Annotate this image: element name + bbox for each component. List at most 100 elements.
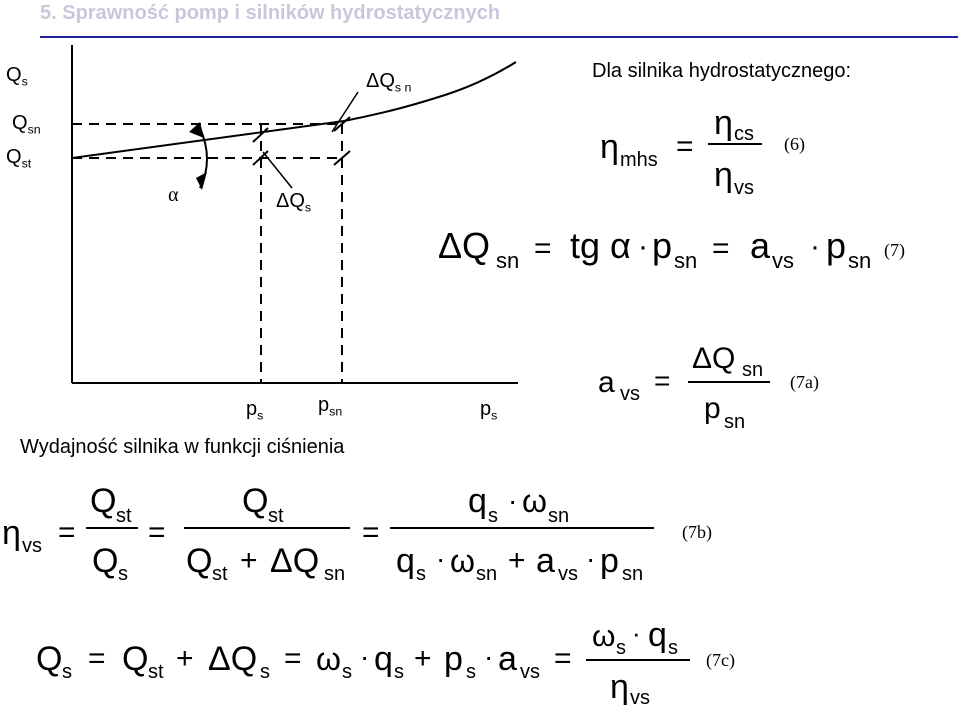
svg-text:=: = bbox=[362, 516, 380, 549]
svg-text:p: p bbox=[704, 392, 721, 425]
svg-text:+: + bbox=[240, 544, 258, 577]
svg-text:s: s bbox=[668, 637, 678, 659]
svg-text:Q: Q bbox=[90, 482, 116, 520]
svg-text:ω: ω bbox=[592, 620, 615, 653]
svg-text:a: a bbox=[536, 542, 555, 580]
svg-text:+: + bbox=[176, 642, 194, 675]
svg-text:s: s bbox=[118, 563, 128, 585]
svg-text:η: η bbox=[714, 156, 733, 194]
svg-text:α: α bbox=[610, 225, 631, 266]
title-underline bbox=[40, 36, 958, 38]
svg-text:+: + bbox=[414, 642, 432, 675]
svg-text:ω: ω bbox=[522, 483, 547, 519]
svg-text:η: η bbox=[610, 668, 629, 706]
delta-qs-leader bbox=[262, 151, 293, 189]
svg-text:·: · bbox=[360, 641, 369, 672]
svg-text:·: · bbox=[436, 543, 445, 574]
svg-text:q: q bbox=[374, 640, 393, 678]
svg-text:s: s bbox=[416, 563, 426, 585]
svg-text:s: s bbox=[488, 505, 498, 527]
svg-text:sn: sn bbox=[742, 359, 763, 381]
graph-caption: Wydajność silnika w funkcji ciśnienia bbox=[20, 436, 345, 458]
svg-text:st: st bbox=[116, 505, 132, 527]
label-psn: psn bbox=[318, 394, 343, 419]
svg-text:cs: cs bbox=[734, 123, 754, 145]
svg-text:p: p bbox=[600, 542, 619, 580]
svg-text:sn: sn bbox=[674, 248, 697, 273]
characteristic-curve bbox=[71, 61, 517, 159]
alpha-arrow-top bbox=[189, 122, 204, 138]
svg-text:st: st bbox=[268, 505, 284, 527]
svg-text:mhs: mhs bbox=[620, 149, 658, 171]
svg-text:ΔQ: ΔQ bbox=[692, 342, 735, 375]
alpha-arrow-bottom bbox=[196, 172, 207, 190]
svg-text:=: = bbox=[284, 642, 302, 675]
eq7-tag: (7) bbox=[884, 240, 905, 260]
svg-text:p: p bbox=[826, 225, 846, 266]
svg-text:s: s bbox=[260, 661, 270, 683]
svg-text:a: a bbox=[498, 640, 517, 678]
eq6-tag: (6) bbox=[784, 134, 805, 154]
svg-text:·: · bbox=[586, 543, 595, 574]
eq7b-tag: (7b) bbox=[682, 522, 712, 542]
svg-text:vs: vs bbox=[620, 383, 640, 405]
svg-text:sn: sn bbox=[324, 563, 345, 585]
svg-text:tg: tg bbox=[570, 225, 600, 266]
svg-text:=: = bbox=[654, 365, 670, 396]
svg-text:+: + bbox=[508, 544, 526, 577]
svg-text:s: s bbox=[394, 661, 404, 683]
svg-text:=: = bbox=[554, 642, 572, 675]
label-delta-qsn: ΔQs n bbox=[366, 70, 412, 95]
svg-text:a: a bbox=[750, 225, 771, 266]
label-delta-qs: ΔQs bbox=[276, 190, 312, 215]
equation-7: ΔQ sn = tg α · p sn = a vs · p sn bbox=[438, 225, 871, 273]
label-ps-end: ps bbox=[480, 398, 498, 423]
slide-title: 5. Sprawność pomp i silników hydrostatyc… bbox=[40, 2, 501, 24]
svg-text:st: st bbox=[212, 563, 228, 585]
svg-text:q: q bbox=[648, 616, 667, 654]
svg-text:st: st bbox=[148, 661, 164, 683]
svg-text:q: q bbox=[396, 542, 415, 580]
svg-text:s: s bbox=[342, 661, 352, 683]
eq7c-tag: (7c) bbox=[706, 650, 735, 670]
svg-text:vs: vs bbox=[772, 248, 794, 273]
svg-text:·: · bbox=[484, 641, 493, 672]
svg-text:ω: ω bbox=[450, 543, 475, 579]
svg-text:q: q bbox=[468, 482, 487, 520]
svg-text:sn: sn bbox=[496, 248, 519, 273]
svg-text:·: · bbox=[638, 230, 648, 263]
label-qst: Qst bbox=[6, 146, 32, 171]
svg-text:vs: vs bbox=[630, 687, 650, 706]
svg-text:·: · bbox=[508, 485, 517, 516]
equation-7b: η vs = Q st Q s = Q st Q st + ΔQ sn = q … bbox=[2, 482, 654, 585]
svg-text:sn: sn bbox=[622, 563, 643, 585]
svg-text:ΔQ: ΔQ bbox=[208, 640, 257, 678]
svg-text:vs: vs bbox=[22, 535, 42, 557]
svg-text:s: s bbox=[62, 661, 72, 683]
equation-7c: Q s = Q st + ΔQ s = ω s · q s + p s · a … bbox=[36, 616, 690, 706]
svg-text:p: p bbox=[652, 225, 672, 266]
svg-text:vs: vs bbox=[558, 563, 578, 585]
svg-text:Q: Q bbox=[122, 640, 148, 678]
svg-text:vs: vs bbox=[734, 177, 754, 199]
svg-text:·: · bbox=[632, 618, 641, 648]
svg-text:ΔQ: ΔQ bbox=[438, 225, 490, 266]
svg-text:sn: sn bbox=[848, 248, 871, 273]
svg-text:s: s bbox=[466, 661, 476, 683]
svg-text:sn: sn bbox=[548, 505, 569, 527]
equation-7a: a vs = ΔQ sn p sn bbox=[598, 342, 770, 433]
svg-text:ω: ω bbox=[316, 641, 341, 677]
svg-text:Q: Q bbox=[36, 640, 62, 678]
label-alpha: α bbox=[168, 184, 179, 206]
svg-text:=: = bbox=[676, 130, 694, 163]
svg-text:η: η bbox=[600, 128, 619, 166]
svg-text:·: · bbox=[810, 230, 820, 263]
svg-text:=: = bbox=[148, 516, 166, 549]
svg-text:a: a bbox=[598, 366, 615, 399]
svg-text:vs: vs bbox=[520, 661, 540, 683]
svg-text:p: p bbox=[444, 640, 463, 678]
svg-text:s: s bbox=[616, 637, 626, 659]
motor-heading: Dla silnika hydrostatycznego: bbox=[592, 60, 852, 82]
svg-text:sn: sn bbox=[476, 563, 497, 585]
